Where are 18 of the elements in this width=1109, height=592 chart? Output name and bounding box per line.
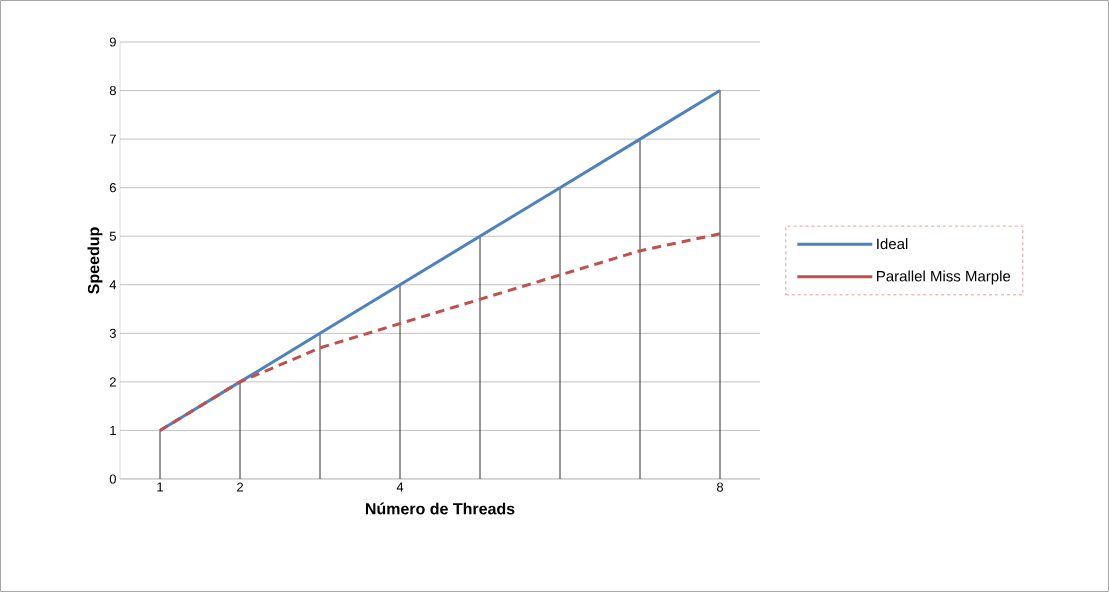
y-axis-title: Speedup bbox=[87, 227, 103, 294]
y-tick-label: 2 bbox=[109, 377, 116, 387]
y-tick-label: 5 bbox=[109, 231, 116, 241]
x-tick-label: 4 bbox=[396, 482, 404, 492]
y-tick-label: 3 bbox=[109, 328, 116, 338]
legend-label: Parallel Miss Marple bbox=[877, 270, 1011, 285]
y-tick-label: 1 bbox=[110, 425, 116, 435]
y-tick-label: 8 bbox=[109, 85, 116, 96]
x-tick-label: 8 bbox=[716, 482, 724, 492]
y-tick-label: 9 bbox=[109, 37, 116, 47]
y-tick-label: 7 bbox=[109, 134, 116, 144]
y-tick-label: 4 bbox=[109, 280, 117, 290]
x-tick-label: 2 bbox=[237, 482, 243, 492]
y-tick-label: 0 bbox=[109, 474, 116, 484]
legend-label: Ideal bbox=[877, 238, 908, 250]
x-axis-title: Número de Threads bbox=[365, 502, 515, 515]
x-tick-label: 1 bbox=[157, 482, 163, 492]
y-tick-label: 6 bbox=[109, 183, 116, 193]
